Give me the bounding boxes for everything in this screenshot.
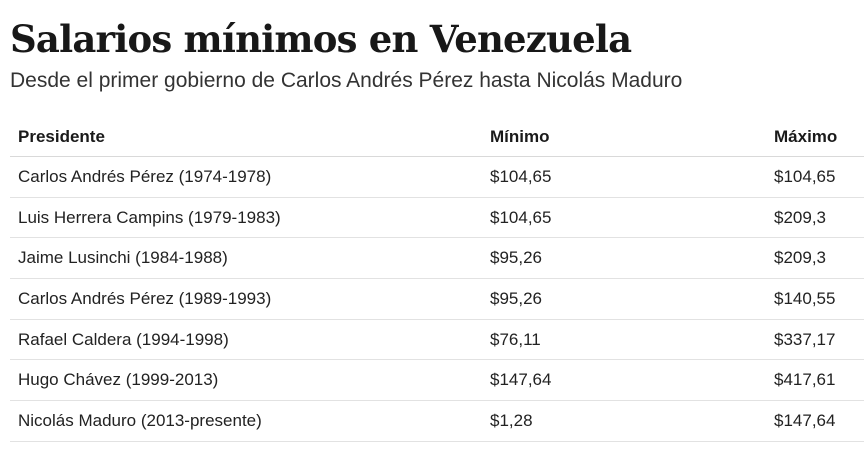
cell-minimo: $104,65 [482, 197, 766, 239]
chart-subtitle: Desde el primer gobierno de Carlos André… [10, 69, 683, 92]
cell-maximo: $209,3 [766, 237, 864, 280]
cell-presidente: Rafael Caldera (1994-1998) [10, 319, 482, 361]
cell-presidente: Carlos Andrés Pérez (1974-1978) [10, 156, 482, 198]
salary-table: Presidente Mínimo Máximo Carlos Andrés P… [10, 118, 864, 442]
cell-maximo: $337,17 [766, 319, 864, 361]
cell-maximo: $140,55 [766, 278, 864, 320]
cell-maximo: $147,64 [766, 400, 864, 442]
column-header-maximo: Máximo [766, 118, 864, 157]
cell-maximo: $417,61 [766, 359, 864, 402]
cell-presidente: Jaime Lusinchi (1984-1988) [10, 237, 482, 280]
chart-title: Salarios mínimos en Venezuela [10, 17, 632, 61]
cell-presidente: Nicolás Maduro (2013-presente) [10, 400, 482, 442]
table-body: Carlos Andrés Pérez (1974-1978) $104,65 $1… [10, 156, 864, 442]
table-row: Carlos Andrés Pérez (1989-1993) $95,26 $14… [10, 278, 864, 320]
cell-minimo: $104,65 [482, 156, 766, 198]
chart-container: Salarios mínimos en Venezuela Desde el p… [0, 0, 864, 95]
column-header-minimo: Mínimo [482, 118, 766, 157]
table-row: Carlos Andrés Pérez (1974-1978) $104,65 $1… [10, 156, 864, 198]
cell-minimo: $147,64 [482, 359, 766, 402]
cell-maximo: $104,65 [766, 156, 864, 198]
cell-minimo: $76,11 [482, 319, 766, 361]
cell-minimo: $95,26 [482, 278, 766, 320]
table-row: Nicolás Maduro (2013-presente) $1,28 $147,… [10, 400, 864, 442]
table-row: Rafael Caldera (1994-1998) $76,11 $337,17 [10, 319, 864, 361]
cell-presidente: Hugo Chávez (1999-2013) [10, 359, 482, 402]
cell-presidente: Carlos Andrés Pérez (1989-1993) [10, 278, 482, 320]
table-row: Jaime Lusinchi (1984-1988) $95,26 $209,3 [10, 237, 864, 280]
column-header-presidente: Presidente [10, 118, 482, 157]
table-row: Luis Herrera Campins (1979-1983) $104,65 $… [10, 197, 864, 239]
cell-minimo: $1,28 [482, 400, 766, 442]
cell-maximo: $209,3 [766, 197, 864, 239]
cell-presidente: Luis Herrera Campins (1979-1983) [10, 197, 482, 239]
cell-minimo: $95,26 [482, 237, 766, 280]
table-row: Hugo Chávez (1999-2013) $147,64 $417,61 [10, 359, 864, 402]
table-header-row: Presidente Mínimo Máximo [10, 118, 864, 157]
